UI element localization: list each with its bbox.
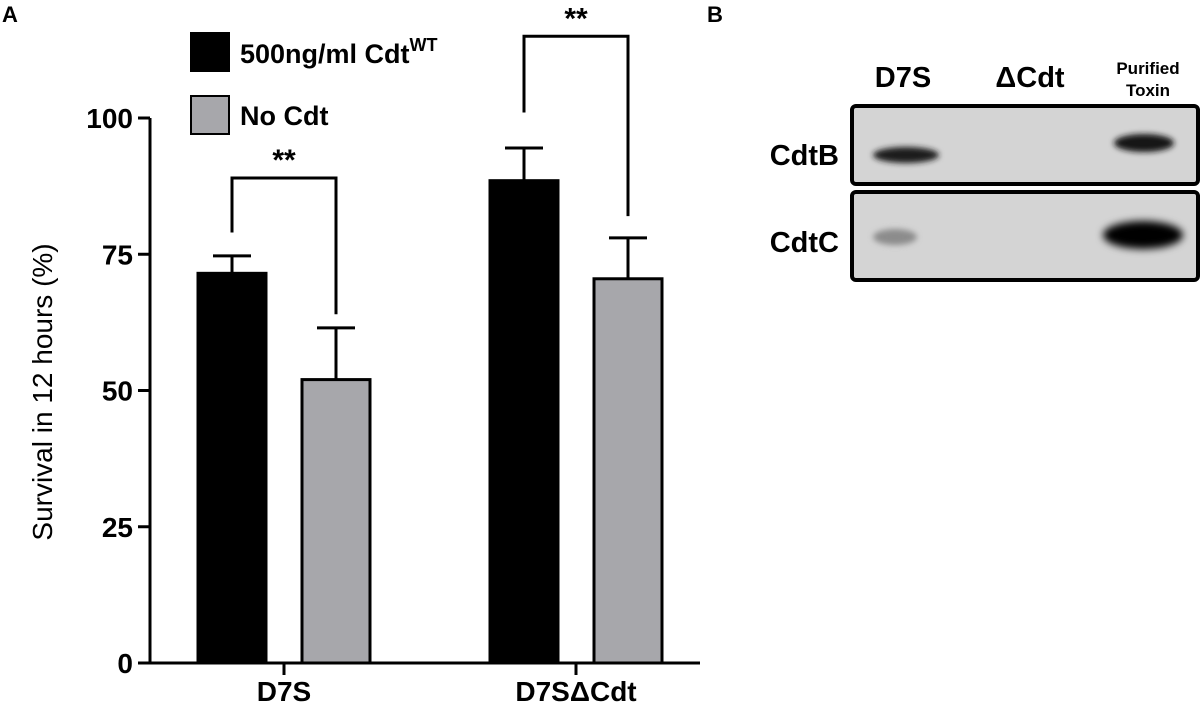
blot-membrane-cdtb: [850, 104, 1200, 186]
blot-column-toxin: Toxin: [1126, 81, 1170, 100]
bars: [196, 179, 664, 665]
x-tick-label: D7S: [257, 676, 311, 706]
y-tick-label: 75: [102, 239, 133, 270]
significance-label: **: [564, 2, 588, 35]
band-cdtc-d7s: [873, 229, 917, 245]
x-axis: D7S D7SΔCdt: [148, 661, 700, 706]
significance-brackets: ** **: [230, 2, 630, 315]
y-axis: 0 25 50 75 100: [86, 103, 152, 679]
band-cdtc-purified: [1103, 221, 1183, 249]
bar: [196, 271, 268, 665]
bar: [488, 179, 560, 665]
panel-b-label: B: [707, 2, 723, 27]
error-bars: [213, 146, 647, 380]
blot-row-cdtb: CdtB: [770, 140, 839, 172]
panel-a-label: A: [2, 2, 18, 27]
band-cdtb-d7s: [873, 147, 939, 163]
blot-column-delta-cdt: ΔCdt: [995, 62, 1065, 94]
y-tick-label: 25: [102, 512, 133, 543]
blot-membrane-cdtc: [850, 190, 1200, 282]
legend-label-nocdt: No Cdt: [240, 101, 328, 131]
blot-row-cdtc: CdtC: [770, 227, 839, 259]
significance-bracket: [230, 176, 338, 315]
western-blot: D7S ΔCdt Purified Toxin CdtB CdtC: [770, 59, 1200, 282]
y-tick-label: 100: [86, 103, 133, 134]
significance-label: **: [272, 144, 296, 177]
legend-swatch-cdt: [190, 32, 230, 72]
blot-column-d7s: D7S: [875, 62, 931, 94]
legend: 500ng/ml CdtWT No Cdt: [190, 32, 438, 135]
y-tick-label: 50: [102, 376, 133, 407]
legend-swatch-nocdt: [190, 95, 230, 135]
y-axis-title: Survival in 12 hours (%): [27, 243, 58, 540]
bar: [300, 378, 372, 665]
legend-label-cdt: 500ng/ml CdtWT: [240, 35, 438, 69]
y-tick-label: 0: [117, 648, 133, 679]
bar: [592, 277, 664, 665]
x-tick-label: D7SΔCdt: [515, 676, 636, 706]
significance-bracket: [522, 34, 630, 217]
band-cdtb-purified: [1114, 134, 1174, 152]
blot-column-purified: Purified: [1116, 59, 1179, 78]
